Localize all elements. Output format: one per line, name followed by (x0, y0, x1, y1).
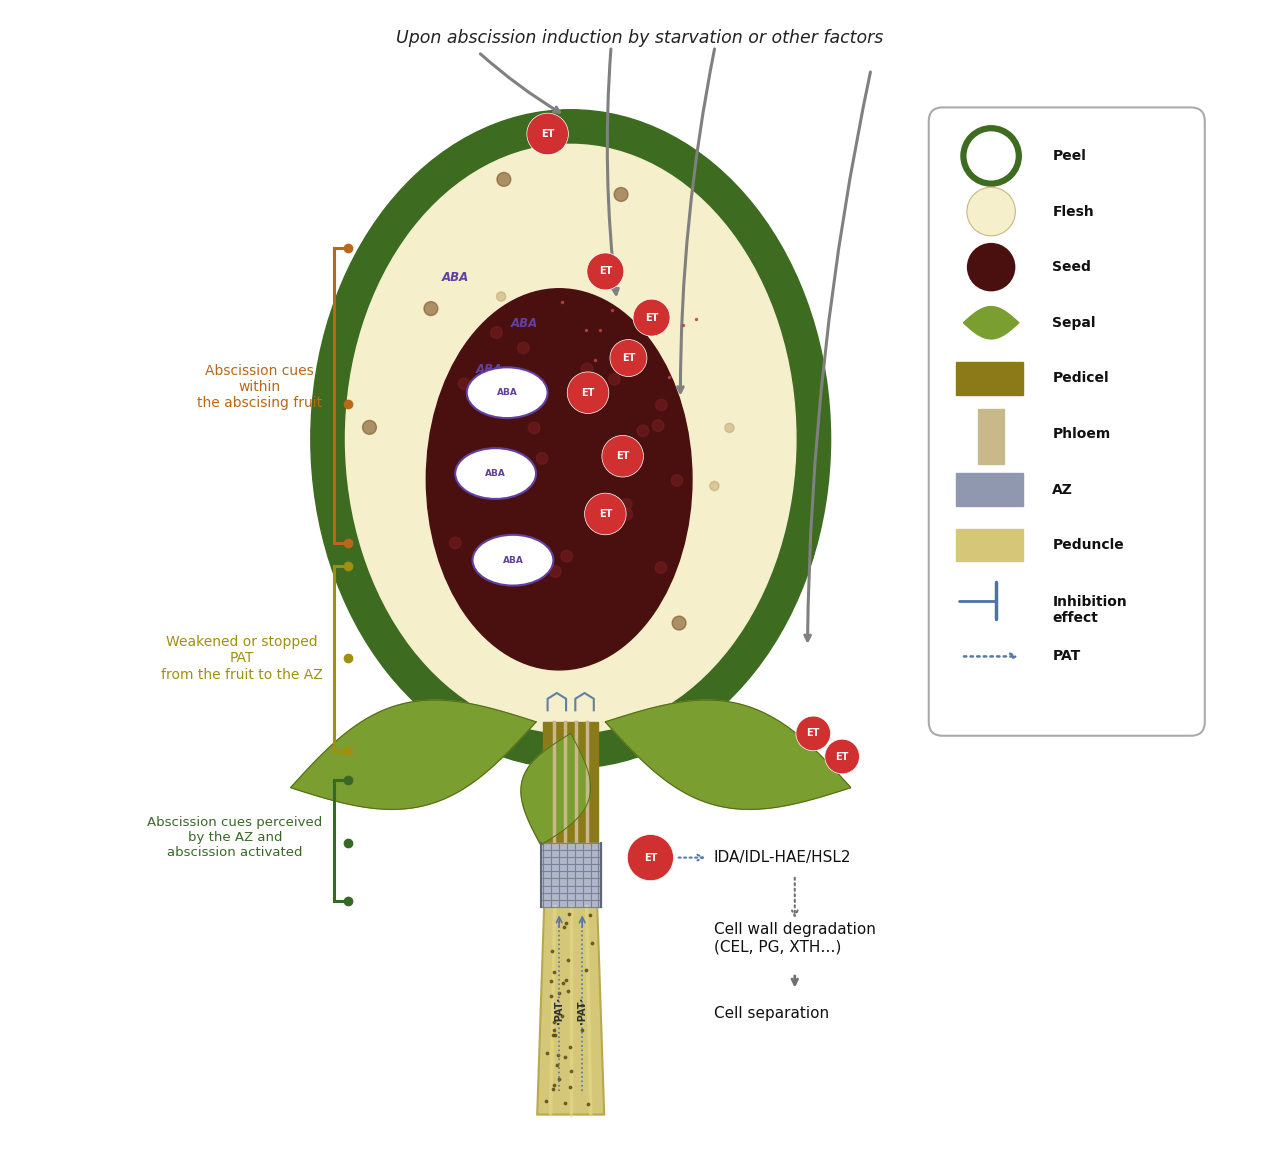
Circle shape (709, 482, 719, 491)
Circle shape (497, 292, 506, 301)
Circle shape (966, 187, 1015, 236)
Polygon shape (538, 907, 604, 1115)
Polygon shape (291, 700, 536, 810)
Text: ET: ET (616, 452, 630, 461)
Text: Inhibition
effect: Inhibition effect (1052, 595, 1128, 625)
Ellipse shape (472, 535, 553, 586)
Text: Abscission cues perceived
by the AZ and
abscission activated: Abscission cues perceived by the AZ and … (147, 815, 323, 859)
Circle shape (536, 453, 548, 464)
Text: Cell wall degradation
(CEL, PG, XTH…): Cell wall degradation (CEL, PG, XTH…) (714, 922, 876, 955)
Circle shape (623, 440, 634, 449)
Circle shape (621, 499, 632, 511)
Circle shape (527, 113, 568, 155)
Circle shape (796, 716, 831, 751)
Text: ABA: ABA (497, 388, 517, 397)
Text: Pedicel: Pedicel (1052, 372, 1108, 386)
Text: ET: ET (581, 388, 595, 397)
Text: PAT: PAT (1052, 649, 1080, 663)
Circle shape (490, 327, 502, 338)
Circle shape (657, 323, 666, 333)
Circle shape (611, 340, 646, 377)
Text: Weakened or stopped
PAT
from the fruit to the AZ: Weakened or stopped PAT from the fruit t… (160, 635, 323, 681)
Text: ABA: ABA (485, 469, 506, 478)
Bar (956, 474, 1024, 506)
Text: ET: ET (599, 509, 612, 519)
Circle shape (497, 172, 511, 186)
Circle shape (653, 420, 664, 432)
Text: ABA: ABA (511, 316, 538, 330)
Text: Flesh: Flesh (1052, 204, 1094, 218)
Ellipse shape (456, 448, 536, 499)
Circle shape (634, 299, 669, 336)
Circle shape (517, 342, 529, 353)
Text: ·PAT·: ·PAT· (577, 997, 588, 1024)
Text: ABA: ABA (442, 270, 468, 284)
Text: Upon abscission induction by starvation or other factors: Upon abscission induction by starvation … (397, 29, 883, 47)
Text: IDA/IDL-HAE/HSL2: IDA/IDL-HAE/HSL2 (714, 850, 851, 865)
Bar (540, 843, 600, 907)
Circle shape (671, 475, 682, 486)
Bar (956, 363, 1024, 395)
Circle shape (470, 410, 479, 419)
Circle shape (449, 537, 461, 549)
Text: Seed: Seed (1052, 260, 1092, 274)
Circle shape (637, 425, 649, 437)
Circle shape (585, 493, 626, 535)
Polygon shape (964, 306, 1019, 338)
Circle shape (824, 739, 859, 774)
Text: Cell separation: Cell separation (714, 1006, 829, 1021)
Bar (978, 409, 1004, 464)
Circle shape (581, 363, 593, 374)
Text: ET: ET (645, 313, 658, 322)
Circle shape (966, 243, 1015, 291)
Ellipse shape (346, 144, 796, 733)
Text: AZ: AZ (1052, 483, 1073, 497)
Circle shape (614, 187, 628, 201)
Circle shape (669, 404, 678, 413)
Circle shape (608, 373, 620, 385)
Text: ·PAT·: ·PAT· (554, 997, 564, 1024)
Circle shape (627, 834, 673, 881)
Circle shape (561, 550, 572, 561)
Circle shape (621, 508, 632, 520)
Text: ET: ET (836, 752, 849, 761)
Ellipse shape (467, 367, 548, 418)
Text: ET: ET (806, 729, 820, 738)
Ellipse shape (426, 289, 692, 670)
Polygon shape (605, 700, 851, 810)
Bar (956, 529, 1024, 561)
Circle shape (567, 372, 609, 413)
Circle shape (672, 616, 686, 629)
Text: Sepal: Sepal (1052, 315, 1096, 330)
Text: ET: ET (541, 129, 554, 139)
Text: Peel: Peel (1052, 149, 1087, 163)
Bar (543, 722, 599, 843)
Circle shape (724, 423, 733, 432)
Circle shape (655, 561, 667, 573)
Text: ET: ET (599, 267, 612, 276)
Text: ABA: ABA (503, 556, 524, 565)
Text: Phloem: Phloem (1052, 427, 1111, 441)
Circle shape (525, 437, 534, 446)
Circle shape (458, 378, 470, 389)
Circle shape (655, 400, 667, 411)
Circle shape (529, 422, 540, 433)
Polygon shape (521, 733, 590, 845)
Circle shape (424, 301, 438, 315)
Text: ET: ET (622, 353, 635, 363)
Circle shape (586, 253, 623, 290)
Circle shape (602, 435, 644, 477)
Text: Abscission cues
within
the abscising fruit: Abscission cues within the abscising fru… (197, 364, 323, 410)
Circle shape (362, 420, 376, 434)
Text: Peduncle: Peduncle (1052, 538, 1124, 552)
Circle shape (549, 566, 561, 578)
Text: ET: ET (644, 852, 657, 863)
Text: ABA: ABA (476, 363, 503, 377)
Ellipse shape (311, 110, 831, 768)
FancyBboxPatch shape (929, 107, 1204, 736)
Circle shape (520, 544, 531, 556)
